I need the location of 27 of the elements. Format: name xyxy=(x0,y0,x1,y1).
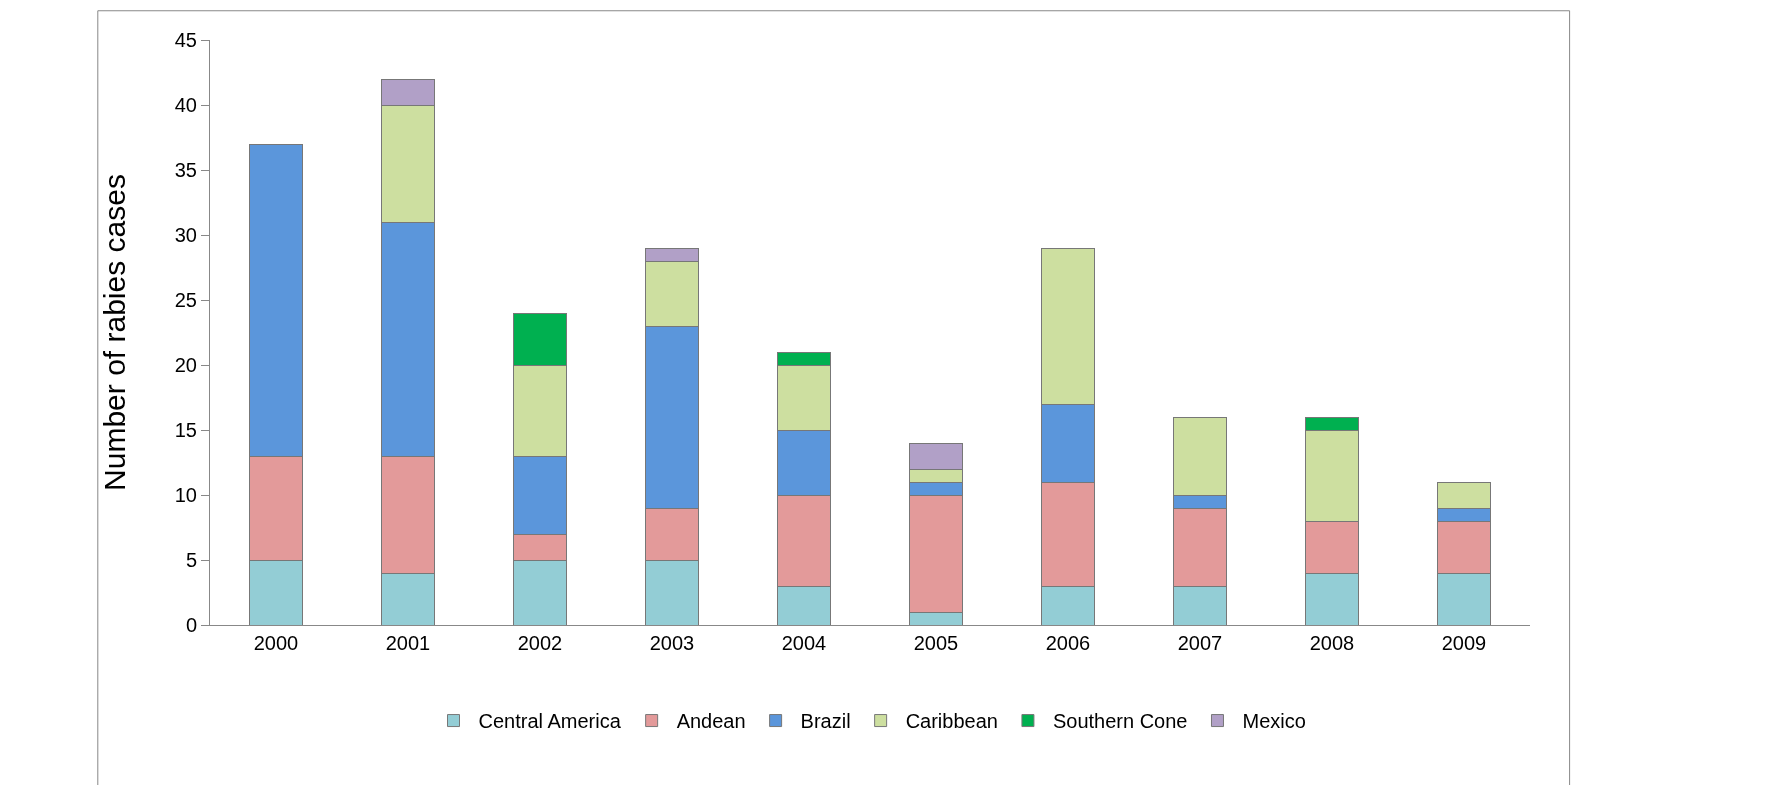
x-tick-label: 2007 xyxy=(1177,632,1223,654)
y-tick-label: 10 xyxy=(174,484,197,506)
y-tick-label: 40 xyxy=(174,94,197,116)
x-tick-label: 2009 xyxy=(1441,632,1487,654)
x-tick-label: 2001 xyxy=(385,632,431,654)
legend-label: Brazil xyxy=(800,710,851,733)
y-axis-title: Number of rabies cases xyxy=(97,174,131,491)
y-tick-label: 15 xyxy=(174,419,197,441)
x-tick-label: 2004 xyxy=(781,632,827,654)
y-tick-label: 45 xyxy=(174,29,197,51)
legend-label: Central America xyxy=(478,710,622,733)
y-tick-label: 35 xyxy=(174,159,197,181)
y-tick-label: 20 xyxy=(174,354,197,376)
x-tick-label: 2003 xyxy=(649,632,695,654)
y-tick-label: 25 xyxy=(174,289,197,311)
legend-label: Caribbean xyxy=(905,710,998,733)
legend-label: Mexico xyxy=(1242,710,1306,733)
x-tick-label: 2002 xyxy=(517,632,563,654)
y-tick-label: 30 xyxy=(174,224,197,246)
x-tick-label: 2005 xyxy=(913,632,959,654)
legend-label: Andean xyxy=(676,710,746,733)
x-tick-label: 2000 xyxy=(253,632,299,654)
x-tick-label: 2008 xyxy=(1309,632,1355,654)
y-tick-label: 0 xyxy=(185,614,197,636)
y-tick-label: 5 xyxy=(185,549,197,571)
x-tick-label: 2006 xyxy=(1045,632,1091,654)
legend-label: Southern Cone xyxy=(1052,710,1188,733)
